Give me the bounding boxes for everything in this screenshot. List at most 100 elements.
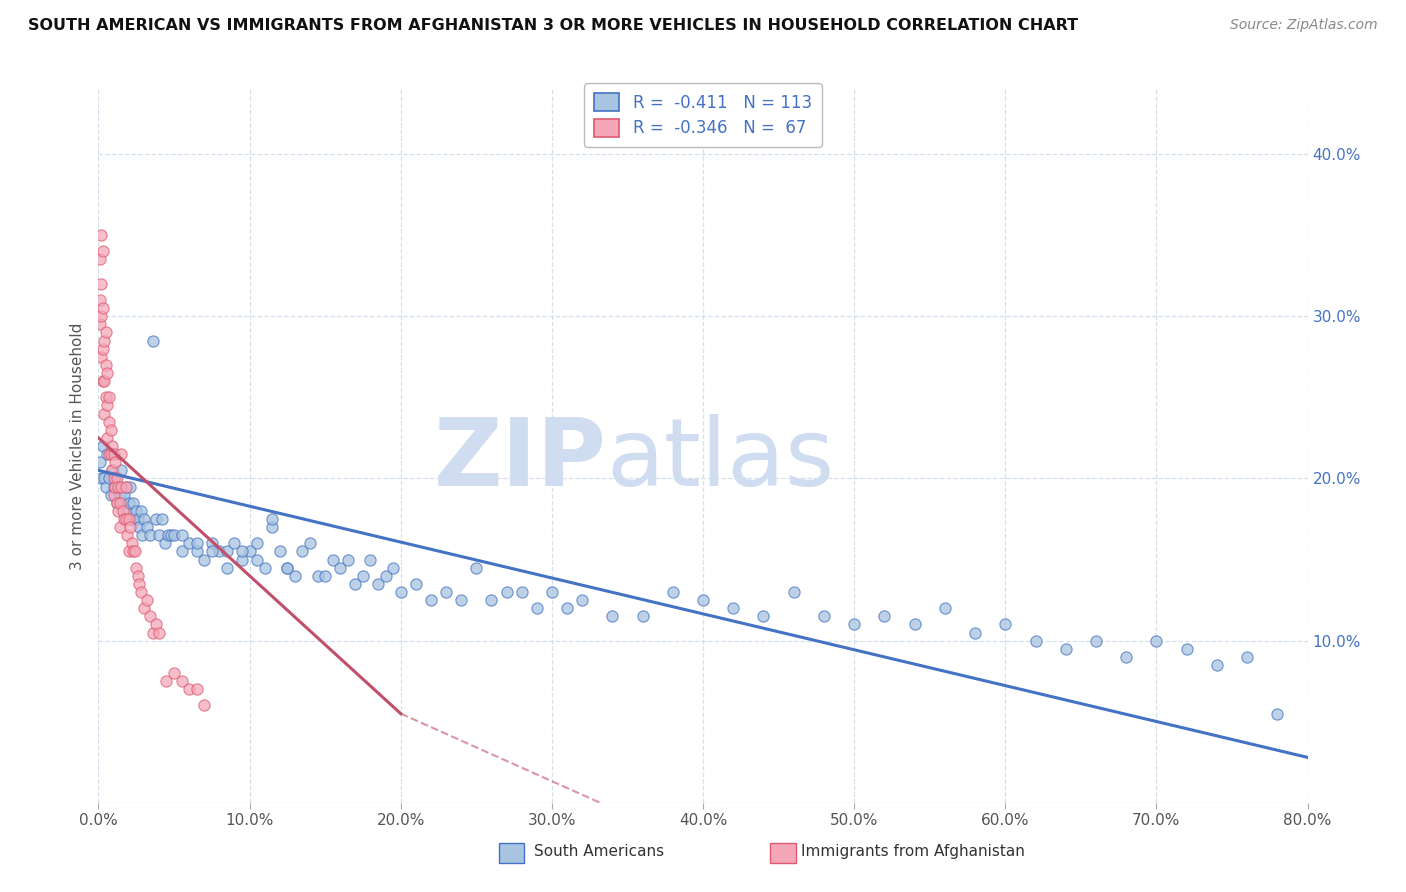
Point <box>131 528 153 542</box>
Point <box>108 520 131 534</box>
Point <box>1175 641 1198 656</box>
Point <box>96 431 118 445</box>
Point <box>150 512 173 526</box>
Point <box>127 512 149 526</box>
Point <box>224 536 246 550</box>
Point <box>105 471 128 485</box>
Point <box>89 252 111 267</box>
Point <box>692 593 714 607</box>
Point <box>231 552 253 566</box>
Point <box>262 512 284 526</box>
Point <box>246 536 269 550</box>
Point <box>145 512 167 526</box>
Point <box>1144 633 1167 648</box>
Point <box>105 496 128 510</box>
Point <box>904 617 927 632</box>
Point <box>111 504 134 518</box>
Point <box>101 463 124 477</box>
Point <box>120 520 142 534</box>
Point <box>114 479 136 493</box>
Point <box>1054 641 1077 656</box>
Point <box>965 625 987 640</box>
Text: Immigrants from Afghanistan: Immigrants from Afghanistan <box>801 845 1025 859</box>
Point <box>112 512 135 526</box>
Point <box>90 471 112 485</box>
Point <box>129 504 152 518</box>
Point <box>246 552 269 566</box>
Y-axis label: 3 or more Vehicles in Household: 3 or more Vehicles in Household <box>70 322 86 570</box>
Text: atlas: atlas <box>606 414 835 507</box>
Point <box>389 585 412 599</box>
Point <box>844 617 866 632</box>
Point <box>91 374 114 388</box>
Point <box>90 350 112 364</box>
Point <box>239 544 262 558</box>
Point <box>125 504 148 518</box>
Point <box>994 617 1017 632</box>
Point <box>276 560 298 574</box>
Point <box>163 666 186 681</box>
Point <box>90 228 112 243</box>
Point <box>90 310 112 324</box>
Legend: R =  -0.411   N = 113, R =  -0.346   N =  67: R = -0.411 N = 113, R = -0.346 N = 67 <box>585 83 821 147</box>
Point <box>100 488 122 502</box>
Point <box>91 244 114 259</box>
Point <box>336 552 359 566</box>
Point <box>1206 657 1229 672</box>
Point <box>115 528 138 542</box>
Point <box>103 479 125 493</box>
Point <box>104 479 127 493</box>
Point <box>193 552 215 566</box>
Point <box>215 560 238 574</box>
Point <box>118 496 141 510</box>
Point <box>114 479 136 493</box>
Point <box>382 560 405 574</box>
Point <box>93 374 115 388</box>
Point <box>91 439 114 453</box>
Point <box>100 423 122 437</box>
Point <box>276 560 298 574</box>
Point <box>631 609 654 624</box>
Point <box>307 568 329 582</box>
Point <box>299 536 322 550</box>
Point <box>93 334 115 348</box>
Point <box>121 512 143 526</box>
Point <box>132 512 155 526</box>
Point <box>142 334 165 348</box>
Point <box>186 544 208 558</box>
Point <box>124 544 146 558</box>
Point <box>148 528 170 542</box>
Point <box>367 577 389 591</box>
Point <box>322 552 344 566</box>
Point <box>481 593 503 607</box>
Point <box>142 625 165 640</box>
Text: SOUTH AMERICAN VS IMMIGRANTS FROM AFGHANISTAN 3 OR MORE VEHICLES IN HOUSEHOLD CO: SOUTH AMERICAN VS IMMIGRANTS FROM AFGHAN… <box>28 18 1078 33</box>
Point <box>145 617 167 632</box>
Point <box>135 520 157 534</box>
Point <box>108 488 131 502</box>
Text: Source: ZipAtlas.com: Source: ZipAtlas.com <box>1230 18 1378 32</box>
Point <box>555 601 578 615</box>
Point <box>98 447 121 461</box>
Point <box>101 439 124 453</box>
Point <box>122 496 145 510</box>
Point <box>1115 649 1137 664</box>
Point <box>96 399 118 413</box>
Point <box>94 358 117 372</box>
Point <box>124 512 146 526</box>
Point <box>540 585 562 599</box>
Point <box>253 560 276 574</box>
Point <box>94 390 117 404</box>
Point <box>114 512 136 526</box>
Point <box>813 609 835 624</box>
Point <box>374 568 396 582</box>
Point <box>284 568 307 582</box>
Point <box>112 488 135 502</box>
Point <box>153 536 176 550</box>
Point <box>96 366 118 380</box>
Point <box>110 463 132 477</box>
Text: South Americans: South Americans <box>534 845 665 859</box>
Point <box>1024 633 1046 648</box>
Point <box>110 479 132 493</box>
Text: ZIP: ZIP <box>433 414 606 507</box>
